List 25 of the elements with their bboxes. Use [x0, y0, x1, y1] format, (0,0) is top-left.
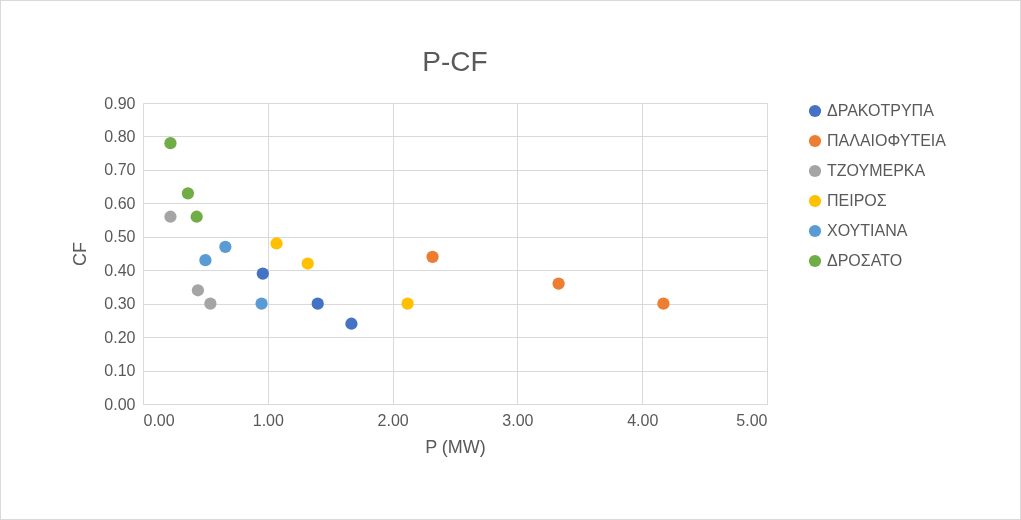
- legend-label: ΧΟΥΤΙΑΝΑ: [827, 222, 908, 239]
- y-tick-label: 0.50: [104, 228, 136, 246]
- legend-label: ΔΡΟΣΑΤΟ: [827, 252, 903, 269]
- y-tick-label: 0.00: [104, 395, 136, 413]
- y-tick-label: 0.10: [104, 362, 136, 380]
- legend-label: ΔΡΑΚΟΤΡΥΠΑ: [827, 102, 935, 119]
- x-tick-label: 2.00: [377, 411, 409, 429]
- y-tick-label: 0.60: [104, 194, 136, 212]
- y-tick-label: 0.90: [104, 94, 136, 112]
- y-tick-label: 0.70: [104, 161, 136, 179]
- y-axis-title: CF: [70, 242, 91, 266]
- chart-title: P-CF: [422, 46, 488, 77]
- x-axis-title: P (MW): [425, 436, 486, 457]
- y-tick-label: 0.20: [104, 328, 136, 346]
- y-tick-label: 0.30: [104, 295, 136, 313]
- legend-label: ΤΖΟΥΜΕΡΚΑ: [827, 162, 926, 179]
- legend-label: ΠΕΙΡΟΣ: [827, 192, 887, 209]
- legend-label: ΠΑΛΑΙΟΦΥΤΕΙΑ: [827, 132, 947, 149]
- x-tick-label: 0.00: [143, 411, 175, 429]
- x-tick-label: 1.00: [252, 411, 284, 429]
- y-tick-label: 0.40: [104, 261, 136, 279]
- x-tick-label: 3.00: [502, 411, 534, 429]
- x-tick-label: 5.00: [736, 411, 768, 429]
- x-tick-label: 4.00: [627, 411, 659, 429]
- y-tick-label: 0.80: [104, 127, 136, 145]
